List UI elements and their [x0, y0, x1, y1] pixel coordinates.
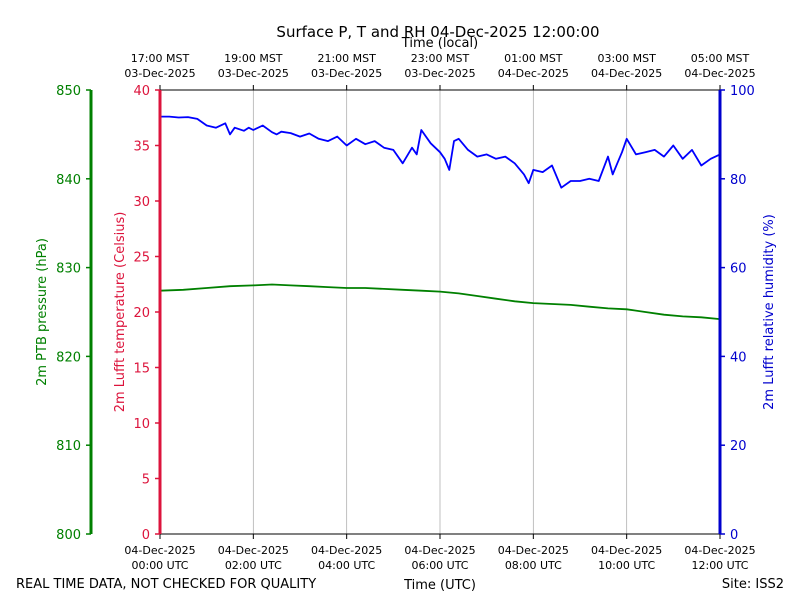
temperature-tick-label: 35	[133, 140, 150, 155]
humidity-series-line	[160, 115, 721, 189]
top-tick-date: 03-Dec-2025	[218, 67, 289, 80]
top-tick-time: 17:00 MST	[131, 52, 190, 65]
x-tick-date: 04-Dec-2025	[498, 544, 569, 557]
top-tick-date: 04-Dec-2025	[591, 67, 662, 80]
top-tick-time: 05:00 MST	[691, 52, 750, 65]
temperature-axis-label: 2m Lufft temperature (Celsius)	[113, 212, 128, 413]
humidity-tick-label: 100	[730, 84, 755, 99]
temperature-tick-label: 20	[133, 306, 150, 321]
pressure-tick-label: 830	[56, 262, 81, 277]
x-tick-time: 08:00 UTC	[505, 559, 562, 572]
pressure-tick-label: 840	[56, 173, 81, 188]
series-layer	[159, 115, 721, 320]
temperature-tick-label: 40	[133, 84, 150, 99]
x-tick-time: 12:00 UTC	[691, 559, 748, 572]
top-axis-label: Time (local)	[401, 36, 478, 51]
x-tick-time: 06:00 UTC	[411, 559, 468, 572]
x-tick-date: 04-Dec-2025	[124, 544, 195, 557]
pressure-tick-label: 820	[56, 350, 81, 365]
top-tick-time: 03:00 MST	[597, 52, 656, 65]
humidity-tick-label: 0	[730, 528, 738, 543]
humidity-axis-label: 2m Lufft relative humidity (%)	[762, 214, 777, 410]
temperature-tick-label: 25	[133, 251, 150, 266]
x-tick-date: 04-Dec-2025	[591, 544, 662, 557]
bottom-axis: 04-Dec-2025 00:00 UTC 04-Dec-2025 02:00 UTC…	[124, 534, 756, 572]
pressure-axis-label: 2m PTB pressure (hPa)	[35, 238, 50, 386]
temperature-tick-label: 15	[133, 362, 150, 377]
top-tick-time: 19:00 MST	[224, 52, 283, 65]
temperature-tick-label: 10	[133, 417, 150, 432]
temperature-tick-label: 30	[133, 195, 150, 210]
quality-note: REAL TIME DATA, NOT CHECKED FOR QUALITY	[16, 577, 316, 592]
top-tick-date: 04-Dec-2025	[498, 67, 569, 80]
humidity-axis: 0 20 40 60 80 100	[718, 84, 755, 543]
pressure-tick-label: 810	[56, 439, 81, 454]
top-tick-time: 23:00 MST	[411, 52, 470, 65]
top-tick-date: 04-Dec-2025	[684, 67, 755, 80]
humidity-tick-label: 80	[730, 173, 747, 188]
top-tick-date: 03-Dec-2025	[404, 67, 475, 80]
site-label: Site: ISS2	[722, 577, 784, 592]
pressure-axis: 800 810 820 830 840 850	[56, 84, 93, 543]
humidity-tick-label: 60	[730, 262, 747, 277]
x-tick-time: 00:00 UTC	[131, 559, 188, 572]
top-axis: 17:00 MST 03-Dec-2025 19:00 MST 03-Dec-2025…	[124, 52, 756, 90]
humidity-tick-label: 40	[730, 350, 747, 365]
x-tick-date: 04-Dec-2025	[311, 544, 382, 557]
temperature-tick-label: 5	[142, 473, 150, 488]
top-tick-time: 21:00 MST	[317, 52, 376, 65]
x-tick-date: 04-Dec-2025	[404, 544, 475, 557]
pressure-tick-label: 850	[56, 84, 81, 99]
pressure-series-line	[159, 283, 721, 320]
top-tick-date: 03-Dec-2025	[311, 67, 382, 80]
x-tick-date: 04-Dec-2025	[218, 544, 289, 557]
x-tick-date: 04-Dec-2025	[684, 544, 755, 557]
x-tick-time: 04:00 UTC	[318, 559, 375, 572]
temperature-axis: 0 5 10 15 20 25 30 35 40	[133, 84, 162, 543]
top-tick-date: 03-Dec-2025	[124, 67, 195, 80]
chart-title: Surface P, T and RH 04-Dec-2025 12:00:00	[276, 23, 599, 41]
humidity-tick-label: 20	[730, 439, 747, 454]
top-tick-time: 01:00 MST	[504, 52, 563, 65]
x-axis-label: Time (UTC)	[403, 578, 476, 593]
temperature-tick-label: 0	[142, 528, 150, 543]
pressure-tick-label: 800	[56, 528, 81, 543]
x-tick-time: 10:00 UTC	[598, 559, 655, 572]
grid-lines	[252, 90, 628, 534]
x-tick-time: 02:00 UTC	[225, 559, 282, 572]
